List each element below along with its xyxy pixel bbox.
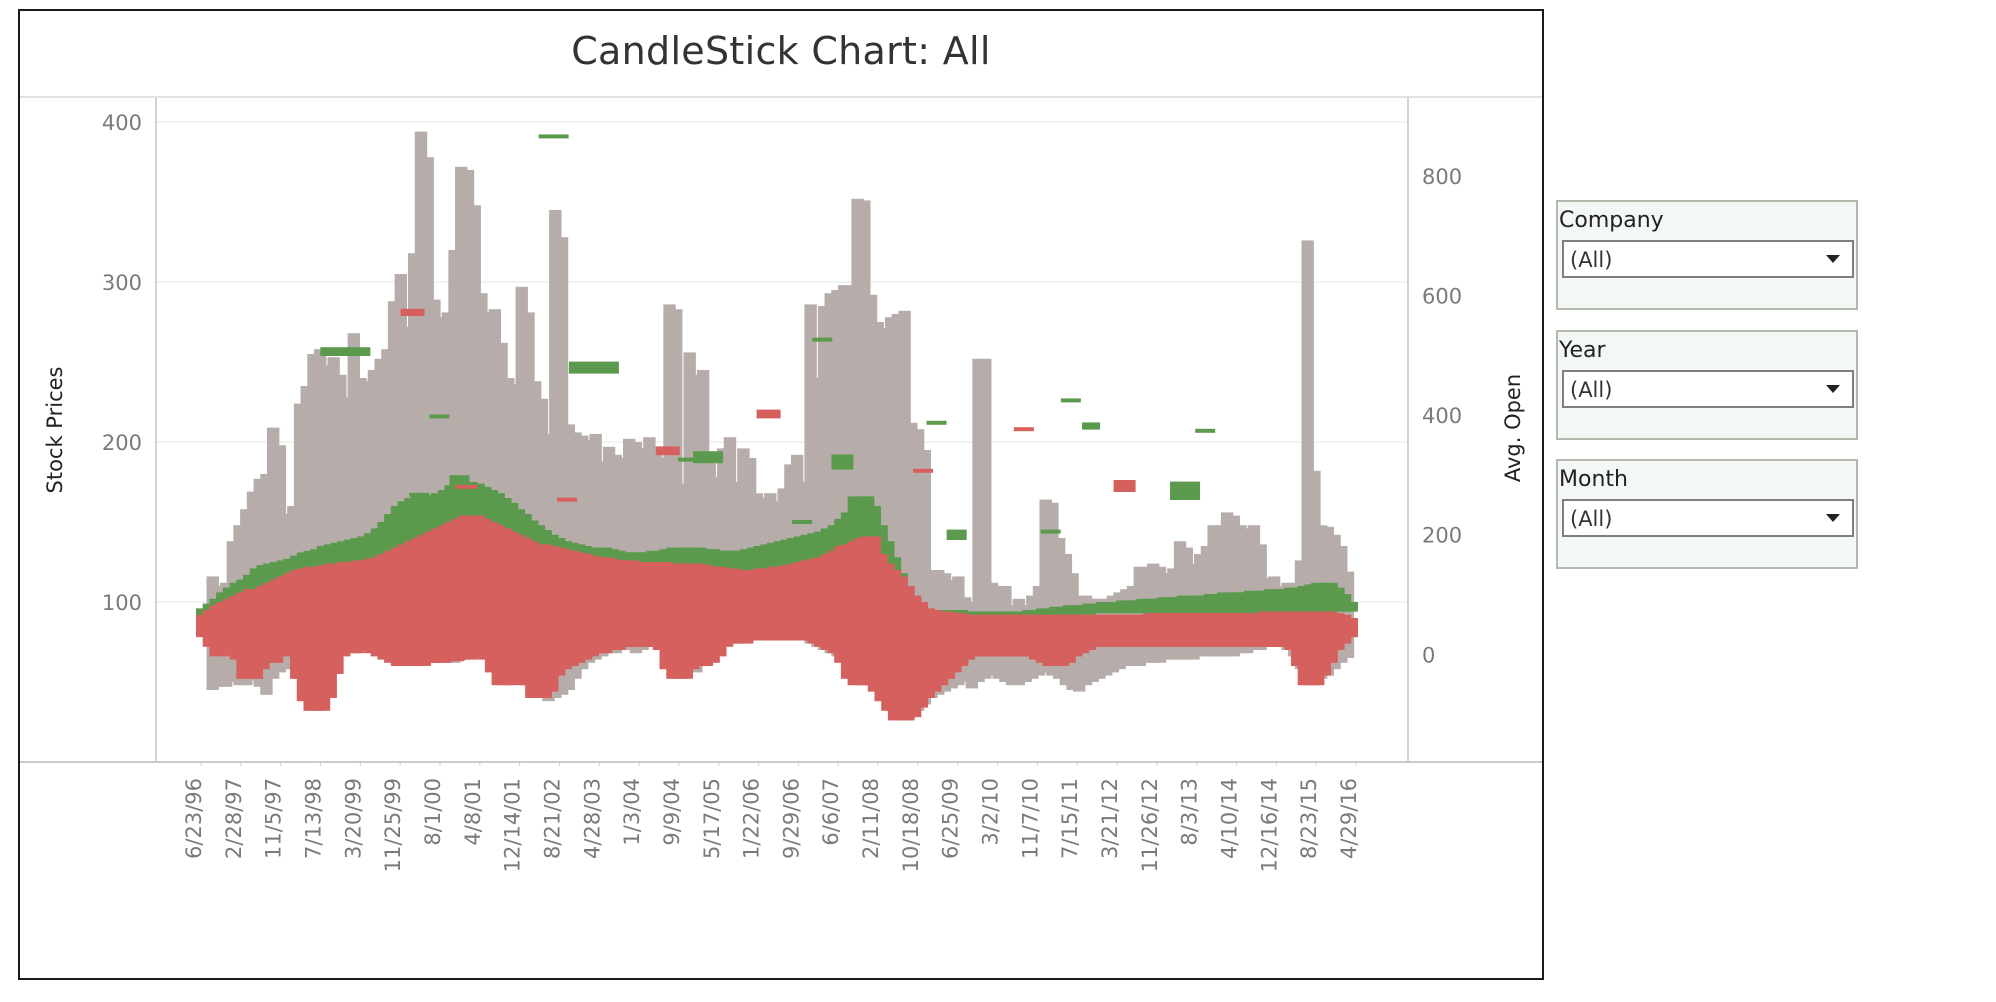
up-candle-body — [320, 347, 371, 356]
year-dropdown-value: (All) — [1570, 378, 1613, 402]
y-tick-label: 100 — [102, 591, 142, 615]
down-candle-body — [913, 468, 934, 473]
up-candle-body — [1170, 481, 1201, 500]
x-tick-label: 6/25/09 — [939, 778, 963, 859]
up-candle-body — [1040, 529, 1061, 534]
down-candle-body — [1113, 480, 1136, 492]
filter-month-label: Month — [1559, 467, 1628, 492]
x-tick-label: 8/1/00 — [421, 778, 445, 846]
company-dropdown[interactable]: (All) — [1562, 240, 1854, 278]
filter-year: Year (All) — [1556, 330, 1858, 440]
x-tick-label: 1/22/06 — [740, 778, 764, 859]
up-candle-body — [409, 492, 430, 497]
up-candle-body — [1338, 602, 1358, 612]
up-candle-body — [449, 475, 470, 488]
x-tick-label: 3/21/12 — [1098, 778, 1122, 859]
y-axis-title: Stock Prices — [43, 367, 67, 494]
filter-month: Month (All) — [1556, 459, 1858, 569]
x-tick-label: 5/17/05 — [700, 778, 724, 859]
x-tick-label: 6/6/07 — [819, 778, 843, 846]
x-tick-label: 3/20/99 — [341, 778, 365, 859]
y2-tick-label: 800 — [1422, 165, 1462, 189]
x-tick-label: 8/21/02 — [540, 778, 564, 859]
x-tick-label: 4/29/16 — [1337, 778, 1361, 859]
x-tick-label: 2/28/97 — [222, 778, 246, 859]
down-candle-body — [1013, 427, 1034, 432]
down-candle-body — [400, 308, 425, 316]
x-tick-label: 8/23/15 — [1297, 778, 1321, 859]
axis-labels: Stock Prices Avg. Open 100 200 300 400 0 200 4… — [43, 111, 1525, 872]
up-candle-body — [831, 454, 854, 470]
filter-company-label: Company — [1559, 208, 1664, 233]
x-tick-label: 12/14/01 — [501, 778, 525, 872]
filter-company: Company (All) — [1556, 200, 1858, 310]
x-tick-label: 11/7/10 — [1018, 778, 1042, 859]
x-tick-label: 1/3/04 — [620, 778, 644, 846]
down-candle-body — [455, 484, 478, 489]
up-candle-body — [926, 420, 947, 425]
dropdown-arrow-icon — [1826, 255, 1840, 263]
down-candle-body — [655, 446, 680, 456]
x-tick-label: 11/26/12 — [1138, 778, 1162, 872]
dropdown-arrow-icon — [1826, 385, 1840, 393]
x-tick-label: 11/5/97 — [262, 778, 286, 859]
up-candle-body — [946, 529, 967, 540]
month-dropdown[interactable]: (All) — [1562, 499, 1854, 537]
x-tick-label: 4/10/14 — [1218, 778, 1242, 859]
x-tick-label: 9/9/04 — [660, 778, 684, 846]
y2-axis-title: Avg. Open — [1501, 374, 1525, 482]
up-candle-body — [812, 337, 833, 342]
y2-tick-label: 200 — [1422, 524, 1462, 548]
month-dropdown-value: (All) — [1570, 507, 1613, 531]
x-tick-label: 7/15/11 — [1058, 778, 1082, 859]
x-tick-label: 2/11/08 — [859, 778, 883, 859]
up-candle-body — [1082, 422, 1101, 430]
year-dropdown[interactable]: (All) — [1562, 370, 1854, 408]
up-candle-body — [1195, 428, 1216, 433]
up-candle-body — [693, 451, 724, 464]
x-tick-label: 12/16/14 — [1257, 778, 1281, 872]
up-candle-body — [1060, 398, 1081, 403]
up-candle-body — [677, 457, 698, 462]
x-tick-label: 3/2/10 — [979, 778, 1003, 846]
down-candle-body — [756, 409, 781, 419]
y-tick-label: 300 — [102, 271, 142, 295]
y2-tick-label: 0 — [1422, 643, 1435, 667]
y-tick-label: 200 — [102, 431, 142, 455]
x-tick-label: 4/28/03 — [580, 778, 604, 859]
x-tick-label: 8/3/13 — [1178, 778, 1202, 846]
company-dropdown-value: (All) — [1570, 248, 1613, 272]
x-tick-label: 4/8/01 — [461, 778, 485, 846]
x-tick-label: 11/25/99 — [381, 778, 405, 872]
x-tick-label: 7/13/98 — [301, 778, 325, 859]
axes — [20, 96, 1542, 766]
down-bodies — [196, 308, 1358, 721]
x-tick-label: 6/23/96 — [182, 778, 206, 859]
y2-tick-label: 600 — [1422, 284, 1462, 308]
up-candle-body — [792, 520, 813, 524]
up-candle-body — [538, 134, 569, 139]
down-candle-body — [1338, 618, 1358, 638]
down-candle-body — [557, 497, 578, 502]
x-tick-label: 9/29/06 — [779, 778, 803, 859]
filter-year-label: Year — [1559, 338, 1606, 363]
dropdown-arrow-icon — [1826, 514, 1840, 522]
y-tick-label: 400 — [102, 111, 142, 135]
y2-tick-label: 400 — [1422, 404, 1462, 428]
up-candle-body — [568, 361, 619, 374]
chart-title: CandleStick Chart: All — [571, 29, 991, 73]
x-tick-label: 10/18/08 — [899, 778, 923, 872]
up-candle-body — [429, 414, 450, 419]
